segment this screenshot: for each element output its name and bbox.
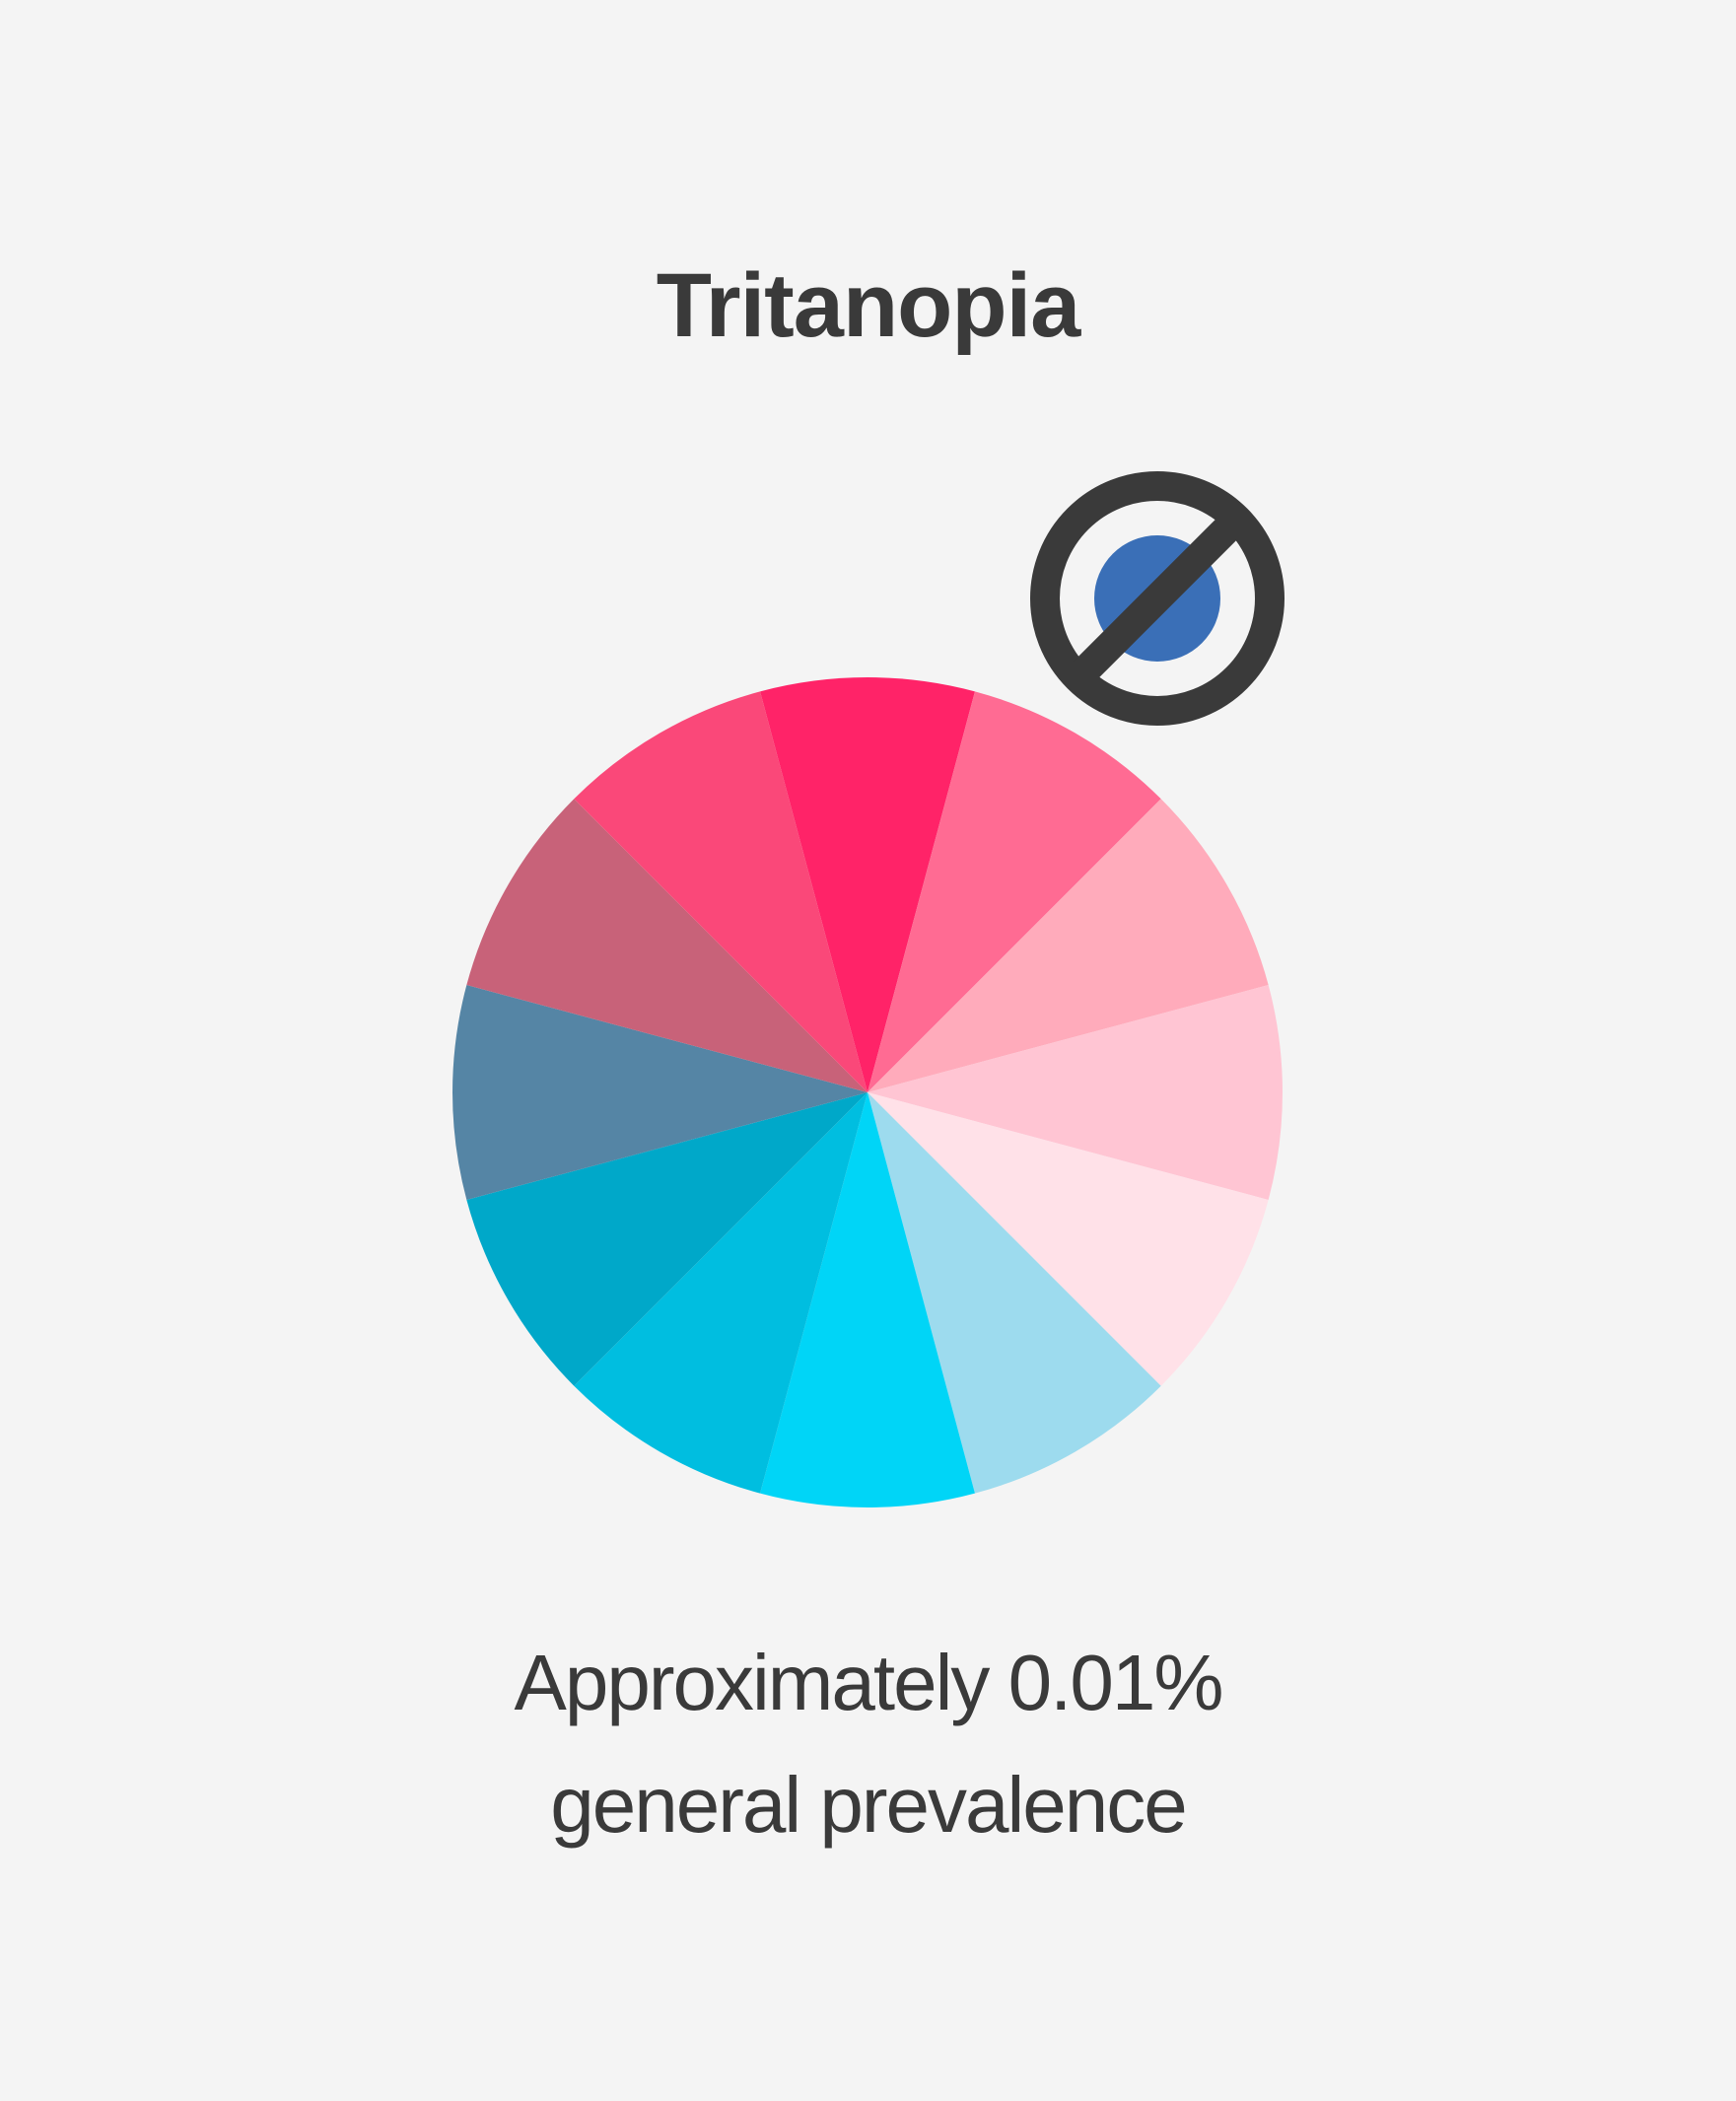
caption-line-1: Approximately 0.01%: [514, 1639, 1224, 1726]
wheel-segment: [868, 1092, 1161, 1494]
caption-line-2: general prevalence: [550, 1761, 1187, 1849]
wheel-segment: [868, 985, 1283, 1200]
wheel-segment: [760, 677, 975, 1092]
wheel-segment: [574, 1092, 868, 1494]
prohibition-ring: [1030, 471, 1285, 726]
wheel-segment: [868, 1092, 1269, 1386]
wheel-segment: [868, 691, 1161, 1092]
prohibition-slash: [1074, 515, 1241, 682]
wheel-segment: [452, 985, 868, 1200]
wheel-segment: [868, 799, 1269, 1092]
no-blue-icon: [1030, 471, 1285, 726]
wheel-segment: [466, 799, 868, 1092]
prevalence-caption: Approximately 0.01% general prevalence: [0, 1622, 1736, 1866]
color-wheel: [452, 677, 1283, 1507]
page-title: Tritanopia: [656, 255, 1081, 356]
wheel-segment: [574, 691, 868, 1092]
wheel-segment: [466, 1092, 868, 1386]
wheel-segment: [760, 1092, 975, 1507]
